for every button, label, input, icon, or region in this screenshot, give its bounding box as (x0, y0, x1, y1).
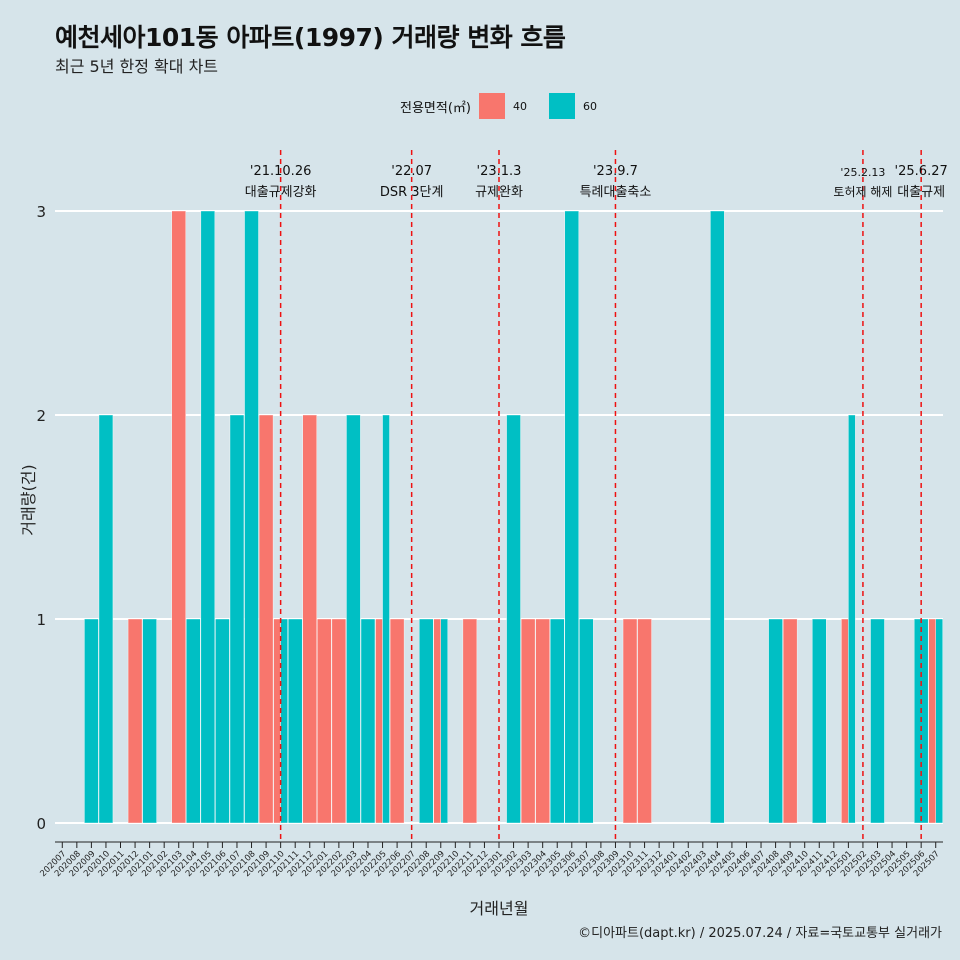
legend-swatch-60 (548, 93, 575, 119)
bar-60-202010 (98, 414, 114, 824)
bar-60-202501 (848, 414, 856, 824)
event-date-label: '22.07 (391, 164, 432, 179)
legend-label-60: 60 (582, 99, 597, 113)
bar-60-202305 (550, 618, 565, 824)
bar-40-202103 (171, 210, 186, 824)
bar-60-202105 (200, 210, 216, 824)
event-date-label: '21.10.26 (250, 164, 311, 179)
bar-40-202206 (389, 618, 405, 824)
bar-60-202208 (419, 618, 434, 824)
bar-40-202304 (535, 618, 550, 824)
legend: 전용면적(㎡) 40 60 (400, 93, 619, 119)
bar-60-202107 (229, 414, 245, 824)
event-date-label: '23.1.3 (477, 164, 522, 179)
bar-60-202306 (564, 210, 579, 824)
y-tick-label: 2 (36, 407, 46, 425)
bar-60-202111 (288, 618, 303, 824)
chart-title: 예천세아101동 아파트(1997) 거래량 변화 흐름 (55, 23, 566, 52)
event-name-label: 토허제 해제 (833, 185, 892, 199)
event-name-label: 대출규제 (897, 185, 945, 200)
source-caption: ©디아파트(dapt.kr) / 2025.07.24 / 자료=국토교통부 실… (578, 926, 942, 941)
event-name-label: 규제완화 (475, 185, 523, 200)
bar-60-202204 (360, 618, 376, 824)
bar-60-202205 (382, 414, 390, 824)
bar-60-202302 (506, 414, 521, 824)
bar-60-202503 (870, 618, 885, 824)
legend-title: 전용면적(㎡) (400, 100, 471, 116)
event-date-label: '25.2.13 (840, 166, 885, 179)
event-date-label: '25.6.27 (895, 164, 948, 179)
y-axis-title: 거래량(건) (19, 464, 38, 535)
event-name-label: 특례대출축소 (580, 185, 652, 200)
bar-40-202211 (462, 618, 478, 824)
bar-40-202110 (273, 618, 281, 824)
x-axis-title: 거래년월 (470, 899, 529, 918)
bar-60-202411 (812, 618, 827, 824)
bar-40-202112 (302, 414, 317, 824)
bar-60-202110 (280, 618, 288, 824)
bar-60-202106 (215, 618, 230, 824)
bar-40-202311 (637, 618, 652, 824)
event-name-label: 대출규제강화 (245, 185, 317, 200)
bar-40-202501 (841, 618, 849, 824)
bar-40-202205 (375, 618, 383, 824)
bar-60-202104 (186, 618, 201, 824)
bar-60-202209 (440, 618, 448, 824)
legend-label-40: 40 (512, 99, 527, 113)
bar-40-202201 (317, 618, 332, 824)
event-date-label: '23.9.7 (593, 164, 638, 179)
bar-40-202303 (520, 618, 536, 824)
bar-60-202203 (346, 414, 361, 824)
bar-40-202409 (782, 618, 798, 824)
bar-40-202209 (433, 618, 441, 824)
bar-40-202507 (928, 618, 936, 824)
event-name-label: DSR 3단계 (380, 185, 444, 200)
bar-60-202108 (244, 210, 259, 824)
bar-40-202109 (258, 414, 274, 824)
bar-60-202101 (142, 618, 157, 824)
chart-subtitle: 최근 5년 한정 확대 차트 (55, 57, 219, 76)
bar-60-202307 (579, 618, 594, 824)
bar-40-202012 (127, 618, 143, 824)
bar-40-202310 (622, 618, 638, 824)
bar-60-202404 (710, 210, 725, 824)
bar-60-202507 (935, 618, 943, 824)
bar-60-202408 (768, 618, 783, 824)
y-tick-label: 1 (36, 611, 46, 629)
legend-swatch-40 (478, 93, 505, 119)
bar-60-202009 (84, 618, 99, 824)
y-tick-label: 0 (36, 815, 46, 833)
bar-40-202202 (331, 618, 347, 824)
y-tick-label: 3 (36, 203, 46, 221)
